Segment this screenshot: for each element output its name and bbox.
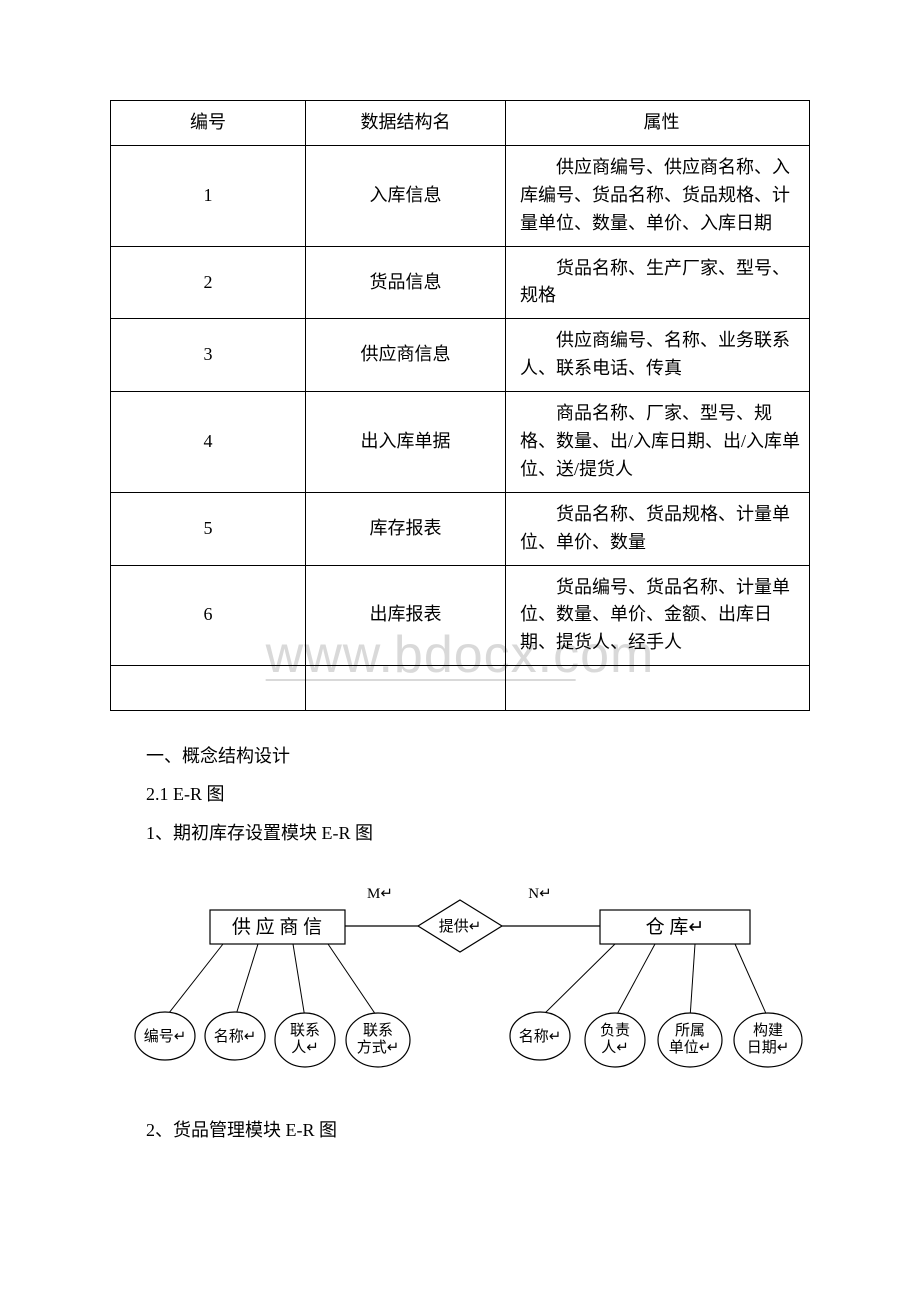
- attr-label: 负责: [600, 1022, 630, 1039]
- table-row-empty: [111, 666, 810, 711]
- attr-label: 方式↵: [357, 1039, 400, 1056]
- cell-name: 货品信息: [306, 246, 506, 319]
- data-structure-table: 编号 数据结构名 属性 1 入库信息 供应商编号、供应商名称、入库编号、货品名称…: [110, 100, 810, 711]
- table-row: 5 库存报表 货品名称、货品规格、计量单位、单价、数量: [111, 492, 810, 565]
- cell-num: 3: [111, 319, 306, 392]
- cell-attr: 货品名称、生产厂家、型号、规格: [506, 246, 810, 319]
- section-heading-2: 2.1 E-R 图: [110, 777, 810, 811]
- section-heading-3: 1、期初库存设置模块 E-R 图: [110, 816, 810, 850]
- header-num: 编号: [111, 101, 306, 146]
- section-heading-4: 2、货品管理模块 E-R 图: [110, 1113, 810, 1147]
- cell-num: 5: [111, 492, 306, 565]
- left-entity-label: 供 应 商 信: [232, 916, 322, 938]
- cell-attr: 货品编号、货品名称、计量单位、数量、单价、金额、出库日期、提货人、经手人: [506, 565, 810, 666]
- attr-label: 名称↵: [519, 1028, 562, 1045]
- header-name: 数据结构名: [306, 101, 506, 146]
- cell-attr: 商品名称、厂家、型号、规格、数量、出/入库日期、出/入库单位、送/提货人: [506, 392, 810, 493]
- n-label: N↵: [528, 886, 551, 902]
- table-row: 6 出库报表 货品编号、货品名称、计量单位、数量、单价、金额、出库日期、提货人、…: [111, 565, 810, 666]
- cell-num: 4: [111, 392, 306, 493]
- attr-label: 人↵: [291, 1039, 319, 1056]
- table-row: 2 货品信息 货品名称、生产厂家、型号、规格: [111, 246, 810, 319]
- cell-num: 2: [111, 246, 306, 319]
- relation-label: 提供↵: [439, 918, 482, 935]
- cell-name: 入库信息: [306, 145, 506, 246]
- left-attr-group: 编号↵ 名称↵ 联系 人↵ 联系 方式↵: [135, 944, 410, 1067]
- cell-name: 出入库单据: [306, 392, 506, 493]
- cell-num: 6: [111, 565, 306, 666]
- attr-label: 所属: [675, 1022, 705, 1039]
- attr-label: 构建: [753, 1022, 783, 1039]
- table-row: 3 供应商信息 供应商编号、名称、业务联系人、联系电话、传真: [111, 319, 810, 392]
- attr-label: 联系: [290, 1022, 320, 1039]
- attr-label: 名称↵: [214, 1028, 257, 1045]
- section-heading-1: 一、概念结构设计: [110, 739, 810, 773]
- attr-label: 人↵: [601, 1039, 629, 1056]
- cell-attr: 供应商编号、供应商名称、入库编号、货品名称、货品规格、计量单位、数量、单价、入库…: [506, 145, 810, 246]
- attr-label: 联系: [363, 1022, 393, 1039]
- right-entity-label: 仓 库↵: [646, 916, 705, 938]
- right-attr-group: 名称↵ 负责 人↵ 所属 单位↵ 构建 日期↵: [510, 944, 802, 1067]
- cell-num: 1: [111, 145, 306, 246]
- table-header-row: 编号 数据结构名 属性: [111, 101, 810, 146]
- er-diagram-1: 提供↵ 供 应 商 信 仓 库↵ M↵ N↵: [110, 868, 810, 1083]
- cell-name: 库存报表: [306, 492, 506, 565]
- attr-label: 单位↵: [669, 1039, 712, 1056]
- header-attr: 属性: [506, 101, 810, 146]
- cell-attr: 供应商编号、名称、业务联系人、联系电话、传真: [506, 319, 810, 392]
- cell-name: 出库报表: [306, 565, 506, 666]
- attr-label: 日期↵: [747, 1039, 790, 1056]
- table-row: 1 入库信息 供应商编号、供应商名称、入库编号、货品名称、货品规格、计量单位、数…: [111, 145, 810, 246]
- cell-name: 供应商信息: [306, 319, 506, 392]
- attr-label: 编号↵: [144, 1028, 187, 1045]
- cell-attr: 货品名称、货品规格、计量单位、单价、数量: [506, 492, 810, 565]
- table-row: 4 出入库单据 商品名称、厂家、型号、规格、数量、出/入库日期、出/入库单位、送…: [111, 392, 810, 493]
- m-label: M↵: [367, 886, 393, 902]
